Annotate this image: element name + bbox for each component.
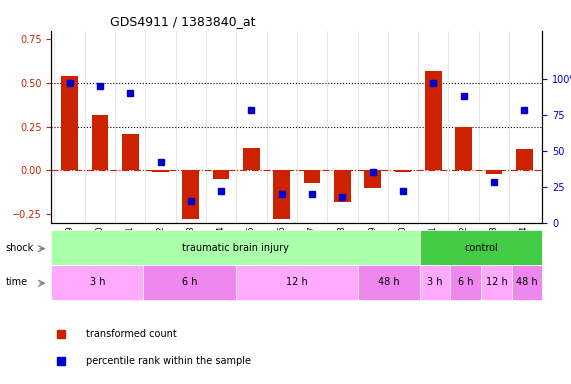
Text: GDS4911 / 1383840_at: GDS4911 / 1383840_at <box>110 15 256 28</box>
FancyBboxPatch shape <box>51 265 143 300</box>
FancyBboxPatch shape <box>451 265 481 300</box>
Text: control: control <box>464 243 498 253</box>
Bar <box>183 170 199 219</box>
FancyBboxPatch shape <box>143 265 235 300</box>
Bar <box>91 114 108 170</box>
Bar <box>455 127 472 170</box>
Bar <box>425 71 441 170</box>
FancyBboxPatch shape <box>512 265 542 300</box>
Bar <box>304 170 320 182</box>
Bar <box>516 149 533 170</box>
FancyBboxPatch shape <box>420 265 451 300</box>
Text: 12 h: 12 h <box>485 277 507 287</box>
Text: 3 h: 3 h <box>90 277 105 287</box>
Text: 12 h: 12 h <box>286 277 308 287</box>
Text: 48 h: 48 h <box>378 277 400 287</box>
Bar <box>364 170 381 188</box>
Text: 48 h: 48 h <box>516 277 538 287</box>
Text: transformed count: transformed count <box>86 329 176 339</box>
Text: traumatic brain injury: traumatic brain injury <box>182 243 289 253</box>
FancyBboxPatch shape <box>420 230 542 265</box>
Text: shock: shock <box>6 243 34 253</box>
Bar <box>274 170 290 219</box>
Text: 3 h: 3 h <box>427 277 443 287</box>
Text: time: time <box>6 277 28 287</box>
FancyBboxPatch shape <box>235 265 359 300</box>
Text: percentile rank within the sample: percentile rank within the sample <box>86 356 251 366</box>
FancyBboxPatch shape <box>51 230 420 265</box>
Bar <box>395 170 411 172</box>
FancyBboxPatch shape <box>359 265 420 300</box>
Bar <box>334 170 351 202</box>
Bar <box>213 170 230 179</box>
Bar <box>152 170 169 172</box>
Text: 6 h: 6 h <box>458 277 473 287</box>
Bar <box>243 148 260 170</box>
Text: 6 h: 6 h <box>182 277 197 287</box>
Bar <box>61 76 78 170</box>
Bar <box>485 170 502 174</box>
FancyBboxPatch shape <box>481 265 512 300</box>
Bar <box>122 134 139 170</box>
